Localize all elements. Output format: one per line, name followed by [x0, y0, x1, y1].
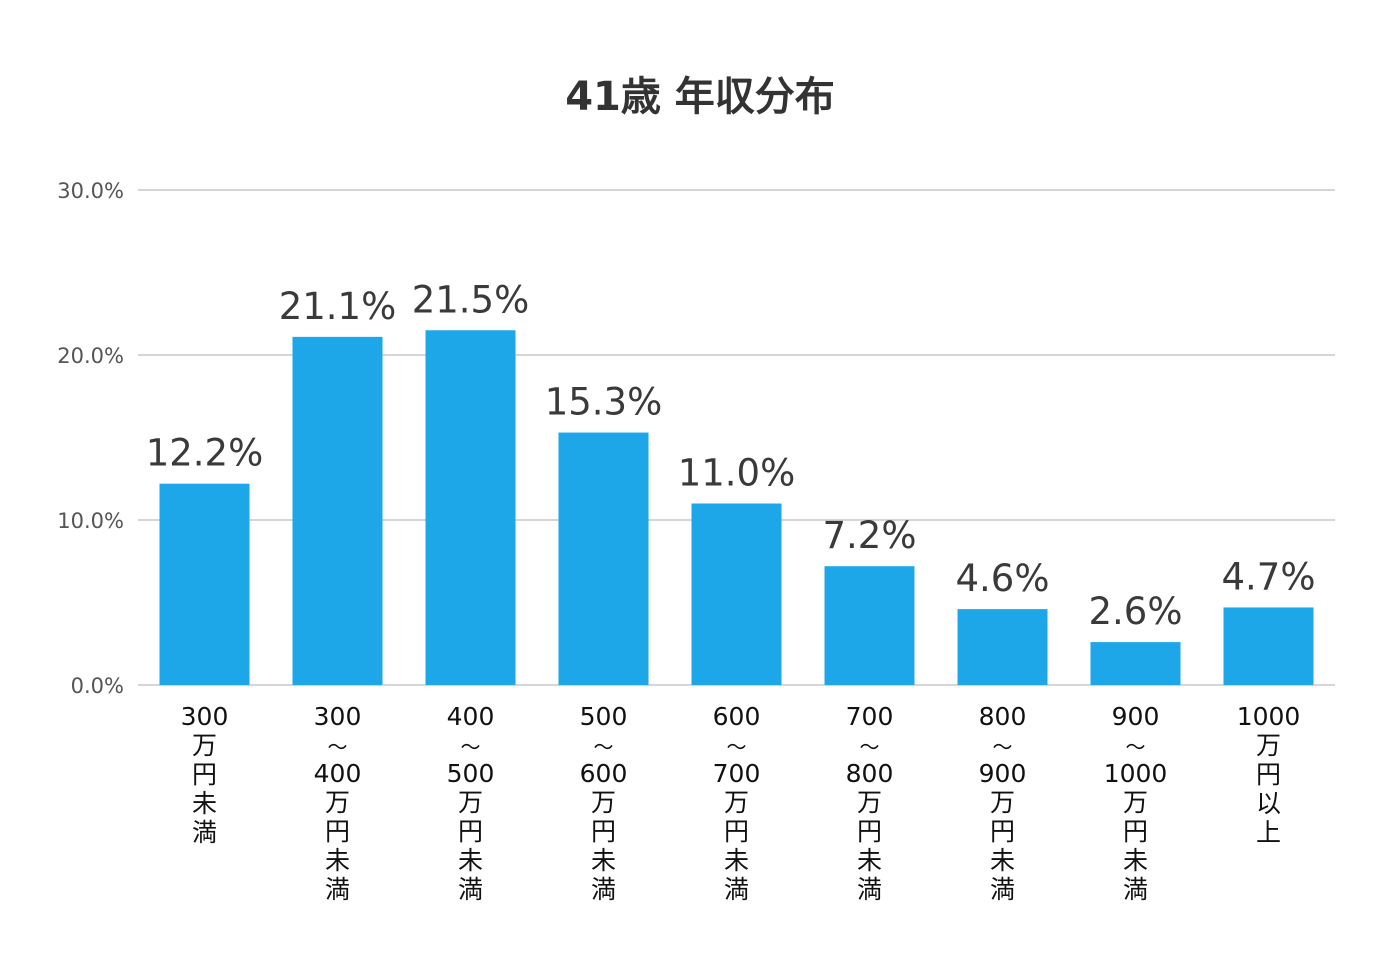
bar	[1090, 642, 1181, 685]
data-label: 7.2%	[823, 514, 917, 557]
x-axis-labels: 300 万円未満 300 〜 400 万円未満 400 〜 500 万円未満 500 〜 600 万円未満…	[181, 702, 1301, 904]
y-tick-label: 20.0%	[57, 344, 124, 368]
data-label: 11.0%	[678, 452, 796, 495]
bar	[1223, 607, 1314, 685]
data-label: 15.3%	[545, 381, 663, 424]
data-label: 21.5%	[412, 278, 530, 321]
x-tick-label: 300 〜 400 万円未満	[314, 702, 362, 904]
x-tick-label: 400 〜 500 万円未満	[447, 702, 495, 904]
x-tick-label: 300 万円未満	[181, 702, 229, 847]
bar	[292, 336, 383, 685]
bar	[824, 566, 915, 685]
bar	[558, 432, 649, 685]
data-label: 4.6%	[956, 557, 1050, 600]
data-label: 2.6%	[1089, 590, 1183, 633]
y-axis-ticks: 0.0% 10.0% 20.0% 30.0%	[57, 179, 124, 698]
x-tick-label: 800 〜 900 万円未満	[979, 702, 1027, 904]
data-labels: 12.2% 21.1% 21.5% 15.3% 11.0% 7.2% 4.6% 2.6% 4.7…	[146, 278, 1316, 633]
x-tick-label: 1000 万円以上	[1237, 702, 1301, 847]
x-tick-label: 900 〜 1000 万円未満	[1104, 702, 1168, 904]
y-tick-label: 0.0%	[71, 674, 124, 698]
x-tick-label: 700 〜 800 万円未満	[846, 702, 894, 904]
bar	[957, 609, 1048, 685]
data-label: 21.1%	[279, 285, 397, 328]
y-tick-label: 30.0%	[57, 179, 124, 203]
chart-title: 41歳 年収分布	[565, 74, 835, 120]
y-tick-label: 10.0%	[57, 509, 124, 533]
x-tick-label: 600 〜 700 万円未満	[713, 702, 761, 904]
x-tick-label: 500 〜 600 万円未満	[580, 702, 628, 904]
bar	[159, 483, 250, 685]
bar	[691, 503, 782, 685]
bar	[425, 330, 516, 685]
data-label: 12.2%	[146, 432, 264, 475]
bars	[159, 330, 1314, 685]
data-label: 4.7%	[1222, 555, 1316, 598]
